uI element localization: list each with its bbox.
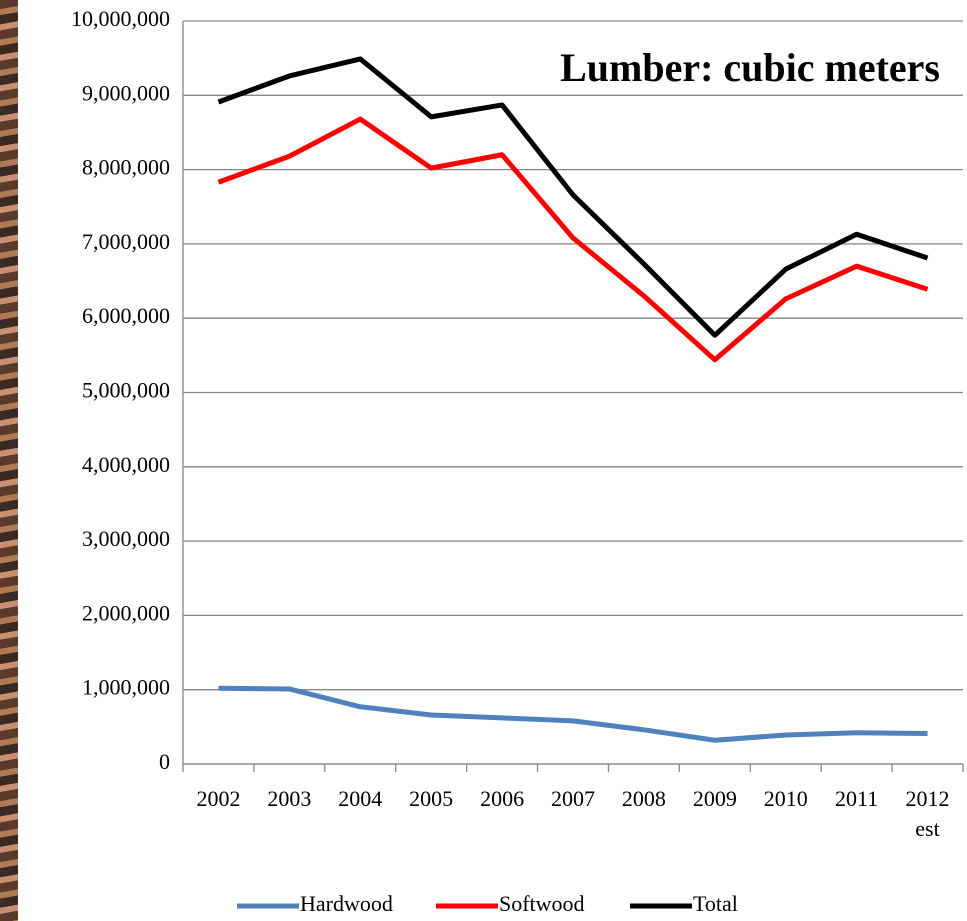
x-tick-label: 2009 (687, 784, 743, 814)
x-tick-label: 2012 est (900, 784, 956, 844)
chart: Lumber: cubic meters 0 1,000,000 2,000,000… (0, 0, 967, 921)
legend-label: Total (693, 891, 738, 916)
y-tick-label: 1,000,000 (82, 675, 170, 700)
x-tick-label: 2008 (616, 784, 672, 814)
y-tick-label: 8,000,000 (82, 155, 170, 180)
y-tick-label: 4,000,000 (82, 452, 170, 477)
x-tick-label: 2007 (545, 784, 601, 814)
legend-label: Softwood (499, 891, 585, 916)
x-tick-label: 2005 (403, 784, 459, 814)
x-tick-label: 2006 (474, 784, 530, 814)
page: Lumber: cubic meters 0 1,000,000 2,000,000… (0, 0, 967, 921)
y-tick-label: 2,000,000 (82, 600, 170, 625)
y-tick-label: 5,000,000 (82, 378, 170, 403)
x-tick-label: 2010 (758, 784, 814, 814)
x-tick-label: 2003 (261, 784, 317, 814)
chart-title: Lumber: cubic meters (560, 45, 940, 90)
series-line (218, 119, 927, 360)
x-tick-label: 2002 (190, 784, 246, 814)
y-tick-label: 7,000,000 (82, 229, 170, 254)
x-tick-label: 2011 (829, 784, 885, 814)
y-tick-label: 6,000,000 (82, 303, 170, 328)
x-tick-label: 2004 (332, 784, 388, 814)
y-tick-label: 10,000,000 (71, 6, 170, 31)
y-tick-label: 0 (159, 749, 170, 774)
series-line (218, 59, 927, 335)
legend-label: Hardwood (300, 891, 393, 916)
y-tick-label: 3,000,000 (82, 526, 170, 551)
series-line (218, 688, 927, 740)
y-tick-label: 9,000,000 (82, 80, 170, 105)
